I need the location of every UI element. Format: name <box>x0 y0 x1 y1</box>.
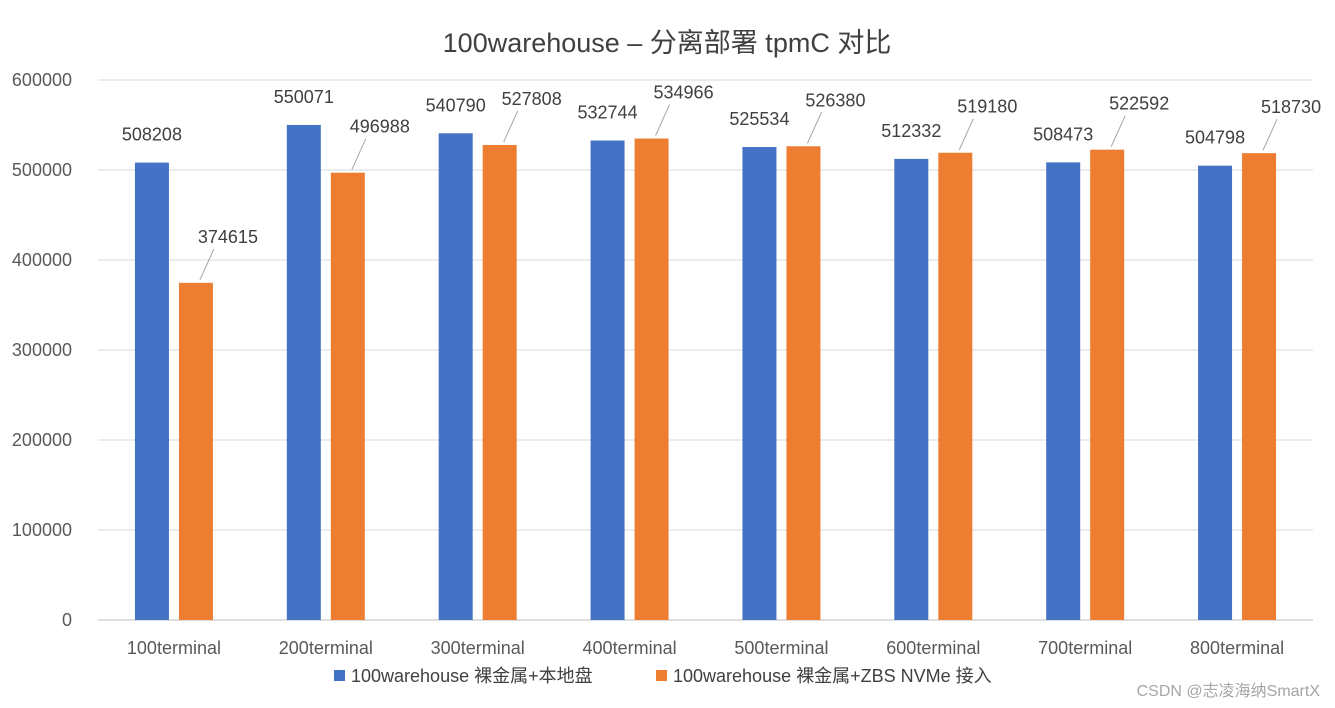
data-label: 526380 <box>805 90 865 110</box>
bars <box>134 124 1277 621</box>
gridlines <box>98 79 1313 621</box>
x-tick-label: 300terminal <box>431 638 525 658</box>
data-label: 534966 <box>654 83 714 103</box>
legend-label: 100warehouse 裸金属+本地盘 <box>351 666 593 686</box>
x-axis-ticks: 100terminal 200terminal 300terminal 400term… <box>127 638 1284 658</box>
bar-series2-600terminal <box>938 152 973 620</box>
x-tick-label: 400terminal <box>583 638 677 658</box>
x-tick-label: 600terminal <box>886 638 980 658</box>
bar-series1-600terminal <box>894 158 929 621</box>
bar-series1-200terminal <box>286 124 321 620</box>
legend-swatch <box>656 670 667 681</box>
x-tick-label: 800terminal <box>1190 638 1284 658</box>
data-label: 374615 <box>198 227 258 247</box>
legend-label: 100warehouse 裸金属+ZBS NVMe 接入 <box>673 666 992 686</box>
data-labels: 508208 374615 550071 496988 540790 527808 5327… <box>122 83 1321 247</box>
legend: 100warehouse 裸金属+本地盘 100warehouse 裸金属+ZBS… <box>334 666 992 686</box>
bar-series1-800terminal <box>1198 165 1233 620</box>
leader-line <box>655 104 671 136</box>
bar-series2-300terminal <box>482 144 517 621</box>
bar-series1-100terminal <box>134 162 169 620</box>
data-label: 550071 <box>274 87 334 107</box>
watermark-text: CSDN @志凌海纳SmartX <box>1137 682 1321 700</box>
leader-line <box>1110 115 1126 147</box>
bar-series2-200terminal <box>330 172 365 620</box>
bar-series2-800terminal <box>1242 153 1277 620</box>
data-label: 525534 <box>729 109 789 129</box>
x-tick-label: 500terminal <box>734 638 828 658</box>
leader-line <box>1262 118 1278 151</box>
y-tick-label: 500000 <box>12 160 72 180</box>
y-tick-label: 100000 <box>12 520 72 540</box>
legend-swatch <box>334 670 345 681</box>
leader-line <box>958 118 974 150</box>
x-tick-label: 700terminal <box>1038 638 1132 658</box>
y-tick-label: 200000 <box>12 430 72 450</box>
leader-line <box>806 112 822 144</box>
data-label: 518730 <box>1261 97 1321 117</box>
bar-series2-700terminal <box>1090 149 1125 620</box>
chart-title: 100warehouse – 分离部署 tpmC 对比 <box>443 28 892 58</box>
leader-lines <box>199 104 1278 281</box>
data-label: 508473 <box>1033 124 1093 144</box>
data-label: 527808 <box>502 89 562 109</box>
leader-line <box>351 138 367 170</box>
data-label: 532744 <box>578 103 638 123</box>
bar-series2-500terminal <box>786 146 821 620</box>
y-tick-label: 300000 <box>12 340 72 360</box>
leader-line <box>503 110 519 143</box>
bar-series2-400terminal <box>634 138 669 621</box>
data-label: 496988 <box>350 117 410 137</box>
y-tick-label: 400000 <box>12 250 72 270</box>
bar-series1-300terminal <box>438 133 473 620</box>
leader-line <box>199 248 215 281</box>
bar-series2-100terminal <box>178 282 213 620</box>
data-label: 519180 <box>957 97 1017 117</box>
x-tick-label: 200terminal <box>279 638 373 658</box>
data-label: 508208 <box>122 125 182 145</box>
x-tick-label: 100terminal <box>127 638 221 658</box>
bar-series1-700terminal <box>1046 162 1081 620</box>
bar-series1-500terminal <box>742 147 777 620</box>
data-label: 504798 <box>1185 128 1245 148</box>
y-tick-label: 600000 <box>12 70 72 90</box>
y-tick-label: 0 <box>62 610 72 630</box>
data-label: 540790 <box>426 95 486 115</box>
bar-series1-400terminal <box>590 140 625 620</box>
data-label: 512332 <box>881 121 941 141</box>
data-label: 522592 <box>1109 94 1169 114</box>
y-axis-ticks: 0 100000 200000 300000 400000 500000 600000 <box>12 70 72 630</box>
